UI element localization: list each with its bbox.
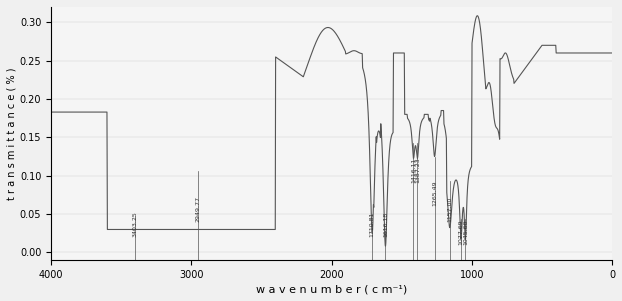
X-axis label: w a v e n u m b e r ( c m⁻¹): w a v e n u m b e r ( c m⁻¹): [256, 284, 407, 294]
Y-axis label: t r a n s m i t t a n c e ( % ): t r a n s m i t t a n c e ( % ): [7, 67, 17, 200]
Text: 1616.18: 1616.18: [383, 212, 388, 237]
Text: 1265.49: 1265.49: [432, 181, 437, 206]
Text: 1157.00: 1157.00: [447, 197, 452, 222]
Text: 1045.60: 1045.60: [463, 219, 468, 245]
Text: 2949.77: 2949.77: [196, 196, 201, 222]
Text: 1416.11: 1416.11: [411, 158, 416, 183]
Text: 1387.23: 1387.23: [415, 158, 420, 183]
Text: 1077.69: 1077.69: [458, 219, 463, 245]
Text: 1710.81: 1710.81: [369, 212, 374, 237]
Text: 3403.25: 3403.25: [132, 211, 137, 237]
